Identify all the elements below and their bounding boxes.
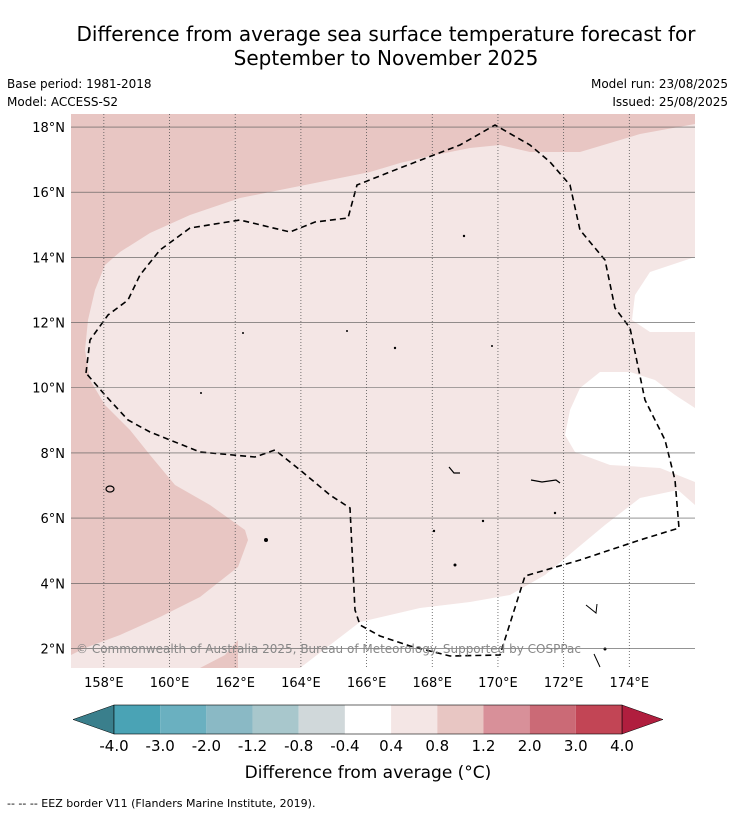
title-line-2: September to November 2025 xyxy=(233,46,539,70)
eez-border xyxy=(85,124,680,657)
colorbar-outline xyxy=(113,704,623,735)
x-tick-label: 162°E xyxy=(215,676,255,691)
issued-date: Issued: 25/08/2025 xyxy=(612,95,728,109)
colorbar-tick-label: 2.0 xyxy=(518,737,542,755)
y-tick-label: 18°N xyxy=(32,121,65,136)
colorbar-swatch-9 xyxy=(529,705,576,734)
anomaly-neutral-northeast-pocket xyxy=(632,257,695,332)
base-period: Base period: 1981-2018 xyxy=(7,77,152,91)
anomaly-neutral-east xyxy=(300,490,695,668)
y-tick-label: 16°N xyxy=(32,186,65,201)
y-tick-label: 6°N xyxy=(41,512,66,527)
colorbar-swatch-6 xyxy=(391,705,438,734)
model-name: Model: ACCESS-S2 xyxy=(7,95,119,109)
y-tick-label: 10°N xyxy=(32,382,65,397)
y-tick-label: 4°N xyxy=(41,577,66,592)
map-plot xyxy=(71,114,695,668)
eez-legend-footer: -- -- -- EEZ border V11 (Flanders Marine… xyxy=(7,797,316,810)
x-tick-label: 170°E xyxy=(478,676,518,691)
colorbar-swatch-4 xyxy=(298,705,345,734)
x-tick-label: 158°E xyxy=(84,676,124,691)
colorbar-swatch-8 xyxy=(483,705,530,734)
y-tick-label: 8°N xyxy=(41,447,66,462)
colorbar-tick-label: -4.0 xyxy=(99,737,128,755)
colorbar-tick-label: 1.2 xyxy=(472,737,496,755)
anomaly-0.8-1.2-north-region xyxy=(71,114,695,655)
y-tick-label: 2°N xyxy=(41,642,66,657)
y-tick-label: 14°N xyxy=(32,251,65,266)
colorbar-swatch-1 xyxy=(160,705,207,734)
colorbar: -4.0 -3.0 -2.0 -1.2 -0.8 -0.4 0.4 0.8 1.2 2.0 3.0 4… xyxy=(72,704,664,755)
colorbar-tick-label: 0.8 xyxy=(425,737,449,755)
colorbar-swatch-7 xyxy=(437,705,484,734)
copyright-text: © Commonwealth of Australia 2025, Bureau… xyxy=(76,642,581,656)
x-tick-label: 160°E xyxy=(150,676,190,691)
colorbar-tick-label: 3.0 xyxy=(564,737,588,755)
colorbar-swatch-3 xyxy=(252,705,299,734)
x-tick-label: 174°E xyxy=(610,676,650,691)
colorbar-swatch-0 xyxy=(114,705,161,734)
colorbar-extend-high xyxy=(621,704,664,735)
colorbar-swatch-5 xyxy=(344,705,392,734)
meta-right: Model run: 23/08/2025 Issued: 25/08/2025 xyxy=(591,75,728,111)
title-line-1: Difference from average sea surface temp… xyxy=(76,22,696,46)
chart-title: Difference from average sea surface temp… xyxy=(0,22,736,70)
colorbar-swatch-10 xyxy=(575,705,622,734)
colorbar-tick-label: -2.0 xyxy=(192,737,221,755)
colorbar-tick-label: 0.4 xyxy=(379,737,403,755)
colorbar-tick-label: -1.2 xyxy=(238,737,267,755)
x-tick-label: 166°E xyxy=(347,676,387,691)
land-islands xyxy=(105,234,607,668)
colorbar-swatch-2 xyxy=(206,705,253,734)
y-tick-label: 12°N xyxy=(32,317,65,332)
anomaly-neutral-east-pocket xyxy=(565,372,695,482)
x-tick-label: 164°E xyxy=(281,676,321,691)
colorbar-tick-label: -0.4 xyxy=(330,737,359,755)
meta-left: Base period: 1981-2018 Model: ACCESS-S2 xyxy=(7,75,152,111)
x-tick-labels: 158°E 160°E 162°E 164°E 166°E 168°E 170°E 172°E… xyxy=(84,676,649,691)
anomaly-0.8-1.2-south-region xyxy=(200,640,238,668)
gridlines xyxy=(71,114,695,668)
x-tick-label: 172°E xyxy=(544,676,584,691)
colorbar-title: Difference from average (°C) xyxy=(244,763,492,783)
x-tick-label: 168°E xyxy=(412,676,452,691)
colorbar-tick-label: 4.0 xyxy=(610,737,634,755)
colorbar-tick-label: -3.0 xyxy=(146,737,175,755)
colorbar-extend-low xyxy=(72,704,115,735)
colorbar-tick-label: -0.8 xyxy=(284,737,313,755)
model-run: Model run: 23/08/2025 xyxy=(590,77,728,91)
y-tick-labels: 2°N 4°N 6°N 8°N 10°N 12°N 14°N 16°N 18°N xyxy=(32,121,65,657)
